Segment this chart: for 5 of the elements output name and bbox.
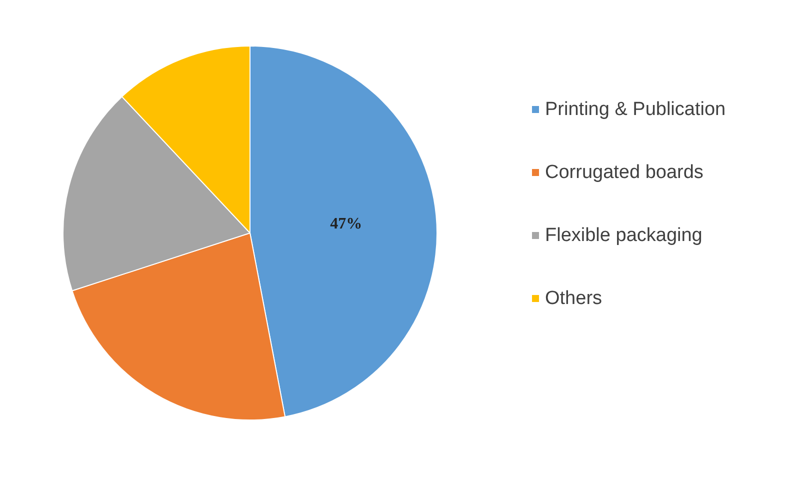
data-label: 47% (330, 215, 362, 232)
legend-label: Flexible packaging (545, 225, 702, 246)
legend-label: Printing & Publication (545, 99, 726, 120)
legend-label: Others (545, 288, 602, 309)
legend-label: Corrugated boards (545, 162, 704, 183)
